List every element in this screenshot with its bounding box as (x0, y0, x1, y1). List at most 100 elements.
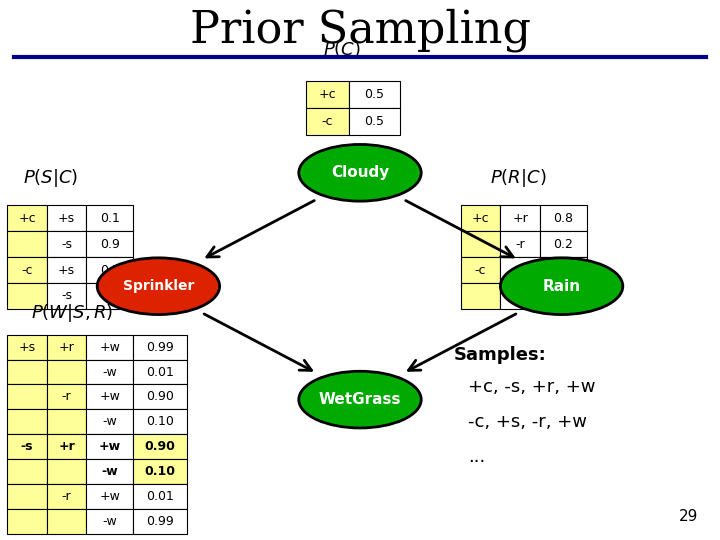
FancyBboxPatch shape (86, 484, 133, 509)
Text: +c: +c (472, 212, 490, 225)
FancyBboxPatch shape (133, 509, 187, 534)
FancyBboxPatch shape (133, 484, 187, 509)
Text: 0.1: 0.1 (100, 212, 120, 225)
FancyBboxPatch shape (7, 283, 47, 309)
FancyBboxPatch shape (47, 231, 86, 257)
FancyBboxPatch shape (47, 283, 86, 309)
Text: $P(W|S, R)$: $P(W|S, R)$ (31, 302, 113, 324)
FancyBboxPatch shape (7, 205, 47, 231)
FancyBboxPatch shape (47, 360, 86, 384)
FancyBboxPatch shape (306, 81, 349, 108)
Text: -r: -r (516, 289, 525, 302)
FancyBboxPatch shape (7, 509, 47, 534)
Text: +s: +s (19, 341, 35, 354)
FancyBboxPatch shape (500, 257, 540, 283)
FancyBboxPatch shape (47, 509, 86, 534)
Text: 0.8: 0.8 (554, 289, 573, 302)
FancyBboxPatch shape (86, 283, 133, 309)
FancyBboxPatch shape (7, 231, 47, 257)
Text: 0.99: 0.99 (146, 515, 174, 528)
Text: -s: -s (61, 238, 72, 251)
Ellipse shape (299, 144, 421, 201)
Text: ...: ... (468, 448, 485, 466)
Text: -w: -w (102, 465, 118, 478)
FancyBboxPatch shape (86, 384, 133, 409)
FancyBboxPatch shape (86, 360, 133, 384)
Text: Cloudy: Cloudy (331, 165, 389, 180)
Text: 0.9: 0.9 (100, 238, 120, 251)
Text: -r: -r (62, 390, 71, 403)
Text: +s: +s (58, 264, 75, 276)
FancyBboxPatch shape (47, 384, 86, 409)
Text: +c, -s, +r, +w: +c, -s, +r, +w (468, 378, 595, 396)
Text: +w: +w (99, 341, 120, 354)
Text: Rain: Rain (543, 279, 580, 294)
Text: 0.01: 0.01 (146, 490, 174, 503)
FancyBboxPatch shape (133, 335, 187, 360)
Text: 0.99: 0.99 (146, 341, 174, 354)
FancyBboxPatch shape (86, 434, 133, 459)
Ellipse shape (500, 258, 623, 314)
FancyBboxPatch shape (133, 434, 187, 459)
FancyBboxPatch shape (7, 335, 47, 360)
Text: +w: +w (99, 440, 121, 453)
FancyBboxPatch shape (47, 409, 86, 434)
FancyBboxPatch shape (500, 205, 540, 231)
FancyBboxPatch shape (7, 409, 47, 434)
FancyBboxPatch shape (349, 81, 400, 108)
Ellipse shape (299, 372, 421, 428)
FancyBboxPatch shape (47, 434, 86, 459)
Text: +r: +r (513, 212, 528, 225)
FancyBboxPatch shape (47, 335, 86, 360)
Text: -c: -c (22, 264, 32, 276)
Text: 0.5: 0.5 (100, 289, 120, 302)
FancyBboxPatch shape (7, 360, 47, 384)
FancyBboxPatch shape (133, 459, 187, 484)
Text: -s: -s (61, 289, 72, 302)
Text: -w: -w (102, 366, 117, 379)
FancyBboxPatch shape (7, 434, 47, 459)
Text: 0.5: 0.5 (364, 115, 384, 128)
FancyBboxPatch shape (540, 231, 587, 257)
FancyBboxPatch shape (86, 257, 133, 283)
FancyBboxPatch shape (7, 484, 47, 509)
Text: 0.8: 0.8 (554, 212, 573, 225)
Text: -r: -r (62, 490, 71, 503)
Text: -w: -w (102, 415, 117, 428)
FancyBboxPatch shape (47, 484, 86, 509)
FancyBboxPatch shape (86, 231, 133, 257)
FancyBboxPatch shape (7, 459, 47, 484)
Text: $P(C)$: $P(C)$ (323, 38, 361, 59)
FancyBboxPatch shape (133, 384, 187, 409)
FancyBboxPatch shape (461, 283, 500, 309)
Text: 0.90: 0.90 (145, 440, 176, 453)
Text: -c: -c (475, 264, 486, 276)
Text: -c, +s, -r, +w: -c, +s, -r, +w (468, 413, 587, 431)
Text: +c: +c (319, 88, 336, 101)
Text: Sprinkler: Sprinkler (122, 279, 194, 293)
Text: -s: -s (21, 440, 33, 453)
FancyBboxPatch shape (47, 257, 86, 283)
Text: +c: +c (18, 212, 36, 225)
Text: +s: +s (58, 212, 75, 225)
FancyBboxPatch shape (306, 108, 349, 135)
Text: +w: +w (99, 390, 120, 403)
FancyBboxPatch shape (461, 231, 500, 257)
Text: 0.5: 0.5 (100, 264, 120, 276)
Text: +w: +w (99, 490, 120, 503)
Text: +r: +r (59, 341, 74, 354)
Text: $P(R|C)$: $P(R|C)$ (490, 167, 546, 189)
FancyBboxPatch shape (86, 509, 133, 534)
FancyBboxPatch shape (86, 409, 133, 434)
FancyBboxPatch shape (133, 409, 187, 434)
Text: +r: +r (58, 440, 75, 453)
Text: 0.2: 0.2 (554, 238, 573, 251)
FancyBboxPatch shape (7, 257, 47, 283)
FancyBboxPatch shape (540, 205, 587, 231)
Text: -r: -r (516, 238, 525, 251)
Text: 0.2: 0.2 (554, 264, 573, 276)
Text: WetGrass: WetGrass (319, 392, 401, 407)
Ellipse shape (97, 258, 220, 314)
Text: -c: -c (322, 115, 333, 128)
FancyBboxPatch shape (349, 108, 400, 135)
